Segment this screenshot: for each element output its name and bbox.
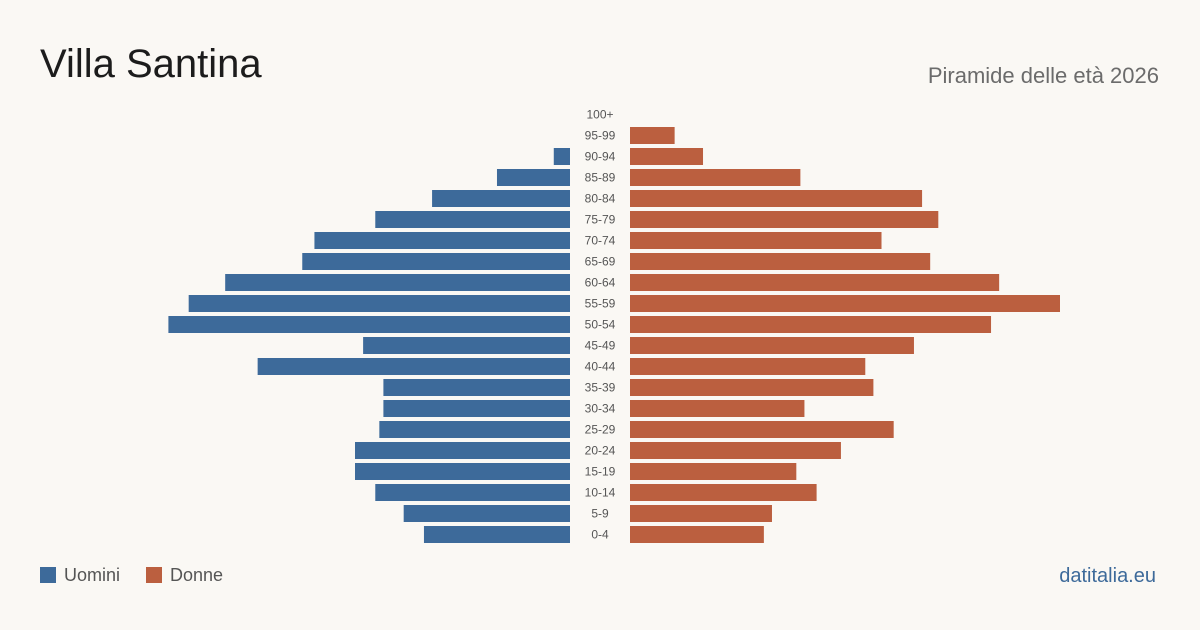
- bar-women-50-54: [630, 316, 992, 333]
- bar-women-85-89: [630, 169, 801, 186]
- bar-men-85-89: [496, 169, 570, 186]
- age-label: 80-84: [585, 192, 616, 206]
- bar-women-25-29: [630, 421, 894, 438]
- age-label: 60-64: [585, 276, 616, 290]
- age-label: 50-54: [585, 318, 616, 332]
- bar-men-45-49: [363, 337, 570, 354]
- bar-women-80-84: [630, 190, 923, 207]
- age-label: 75-79: [585, 213, 616, 227]
- bar-women-35-39: [630, 379, 874, 396]
- age-label: 15-19: [585, 465, 616, 479]
- age-label: 65-69: [585, 255, 616, 269]
- bar-men-55-59: [188, 295, 570, 312]
- bar-women-30-34: [630, 400, 805, 417]
- age-label: 95-99: [585, 129, 616, 143]
- bar-men-10-14: [375, 484, 570, 501]
- bar-women-45-49: [630, 337, 914, 354]
- bar-men-0-4: [423, 526, 570, 543]
- legend-label-women: Donne: [170, 565, 224, 585]
- bar-men-40-44: [257, 358, 570, 375]
- bar-women-5-9: [630, 505, 772, 522]
- age-label: 45-49: [585, 339, 616, 353]
- bar-women-15-19: [630, 463, 797, 480]
- legend: Uomini Donne: [40, 566, 249, 584]
- age-label: 0-4: [591, 528, 609, 542]
- age-label: 55-59: [585, 297, 616, 311]
- bar-women-0-4: [630, 526, 764, 543]
- legend-swatch-men: [40, 567, 56, 583]
- bar-men-90-94: [553, 148, 570, 165]
- brand-link[interactable]: datitalia.eu: [1059, 565, 1156, 587]
- bar-men-80-84: [432, 190, 570, 207]
- bar-women-70-74: [630, 232, 882, 249]
- bar-men-5-9: [403, 505, 570, 522]
- bar-women-55-59: [630, 295, 1060, 312]
- bar-women-40-44: [630, 358, 866, 375]
- bar-men-50-54: [168, 316, 570, 333]
- legend-label-men: Uomini: [64, 565, 121, 585]
- age-label: 10-14: [585, 486, 616, 500]
- bar-men-30-34: [383, 400, 570, 417]
- bar-men-35-39: [383, 379, 570, 396]
- bar-men-60-64: [225, 274, 571, 291]
- age-label: 85-89: [585, 171, 616, 185]
- age-label: 70-74: [585, 234, 616, 248]
- age-label: 100+: [586, 108, 613, 122]
- age-label: 20-24: [585, 444, 616, 458]
- age-label: 25-29: [585, 423, 616, 437]
- legend-swatch-women: [146, 567, 163, 583]
- chart-subtitle: Piramide delle età 2026: [927, 63, 1159, 88]
- bar-women-20-24: [630, 442, 841, 459]
- age-label: 30-34: [585, 402, 616, 416]
- bar-women-75-79: [630, 211, 939, 228]
- bar-men-65-69: [302, 253, 570, 270]
- age-label: 40-44: [585, 360, 616, 374]
- legend-item-men: Uomini: [40, 566, 120, 584]
- legend-item-women: Donne: [146, 566, 223, 584]
- bar-women-95-99: [630, 127, 675, 144]
- bar-men-70-74: [314, 232, 570, 249]
- bar-women-10-14: [630, 484, 817, 501]
- bar-men-15-19: [355, 463, 570, 480]
- age-label: 90-94: [585, 150, 616, 164]
- bar-women-90-94: [630, 148, 704, 165]
- age-label: 5-9: [591, 507, 609, 521]
- bar-women-60-64: [630, 274, 1000, 291]
- bar-men-75-79: [375, 211, 570, 228]
- age-label: 35-39: [585, 381, 616, 395]
- bar-men-20-24: [355, 442, 570, 459]
- bar-women-65-69: [630, 253, 931, 270]
- bar-men-25-29: [379, 421, 570, 438]
- chart-title: Villa Santina: [40, 42, 262, 86]
